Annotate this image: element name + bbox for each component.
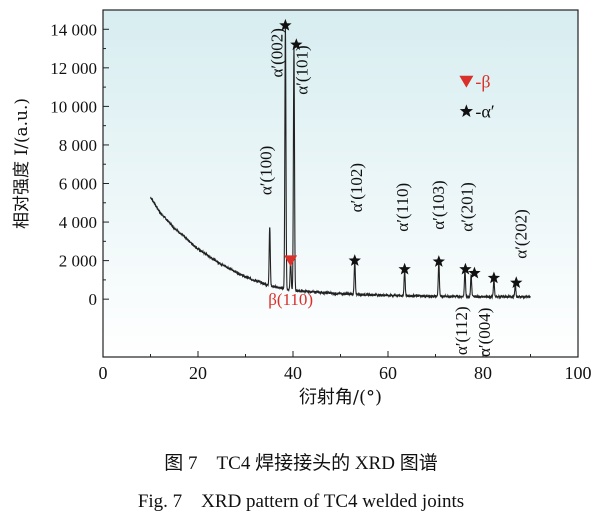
legend-label: -β (475, 71, 490, 91)
x-tick-label: 40 (284, 363, 302, 383)
x-tick-label: 20 (189, 363, 207, 383)
y-tick-label: 12 000 (50, 59, 97, 78)
alpha-peak-marker (468, 266, 481, 279)
beta-peak-marker (284, 255, 298, 267)
peak-label: α′(101) (292, 45, 311, 94)
legend-alpha-symbol (459, 104, 474, 117)
peak-label: α′(102) (347, 163, 366, 212)
alpha-peak-marker (290, 38, 303, 50)
y-tick-label: 8 000 (59, 136, 97, 155)
caption-cn: 图 7 TC4 焊接接头的 XRD 图谱 (164, 453, 438, 474)
legend-label: -α′ (475, 101, 494, 121)
x-tick-label: 80 (474, 363, 492, 383)
y-tick-label: 2 000 (59, 252, 97, 271)
alpha-peak-marker (510, 276, 523, 289)
peak-label: α′(201) (458, 182, 477, 231)
legend-beta-symbol (459, 75, 474, 88)
alpha-peak-marker (487, 271, 501, 284)
peak-label: α′(103) (429, 180, 448, 229)
y-tick-label: 14 000 (50, 20, 97, 39)
x-tick-label: 60 (379, 363, 397, 383)
y-tick-label: 0 (89, 290, 98, 309)
y-tick-label: 4 000 (59, 213, 97, 232)
peak-label: α′(112) (452, 306, 471, 355)
plot-background (103, 10, 578, 357)
alpha-peak-marker (459, 262, 472, 275)
peak-label: α′(002) (268, 28, 287, 77)
alpha-peak-marker (398, 262, 411, 275)
x-tick-label: 0 (99, 363, 108, 383)
y-tick-label: 6 000 (59, 175, 97, 194)
y-tick-label: 10 000 (50, 97, 97, 116)
alpha-peak-marker (348, 254, 361, 266)
x-axis-label: 衍射角/(°) (299, 387, 382, 408)
peak-label: β(110) (268, 290, 313, 309)
peak-label: α′(202) (512, 209, 531, 258)
xrd-curve (150, 26, 531, 300)
alpha-peak-marker (432, 255, 446, 267)
alpha-peak-marker (279, 18, 292, 31)
y-axis-label: 相对强度 I/(a.u.) (12, 98, 32, 229)
peak-label: α′(004) (475, 308, 494, 357)
x-tick-label: 100 (565, 363, 592, 383)
peak-label: α′(100) (257, 146, 276, 195)
caption-en: Fig. 7 XRD pattern of TC4 welded joints (137, 491, 465, 512)
peak-label: α′(110) (393, 183, 412, 232)
